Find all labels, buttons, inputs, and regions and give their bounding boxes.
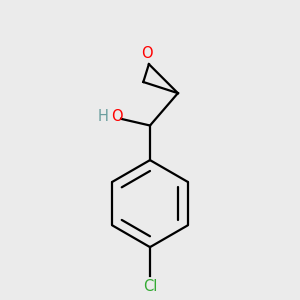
Text: H: H bbox=[98, 109, 109, 124]
Text: O: O bbox=[112, 109, 123, 124]
Text: Cl: Cl bbox=[143, 280, 157, 295]
Text: O: O bbox=[141, 46, 152, 61]
